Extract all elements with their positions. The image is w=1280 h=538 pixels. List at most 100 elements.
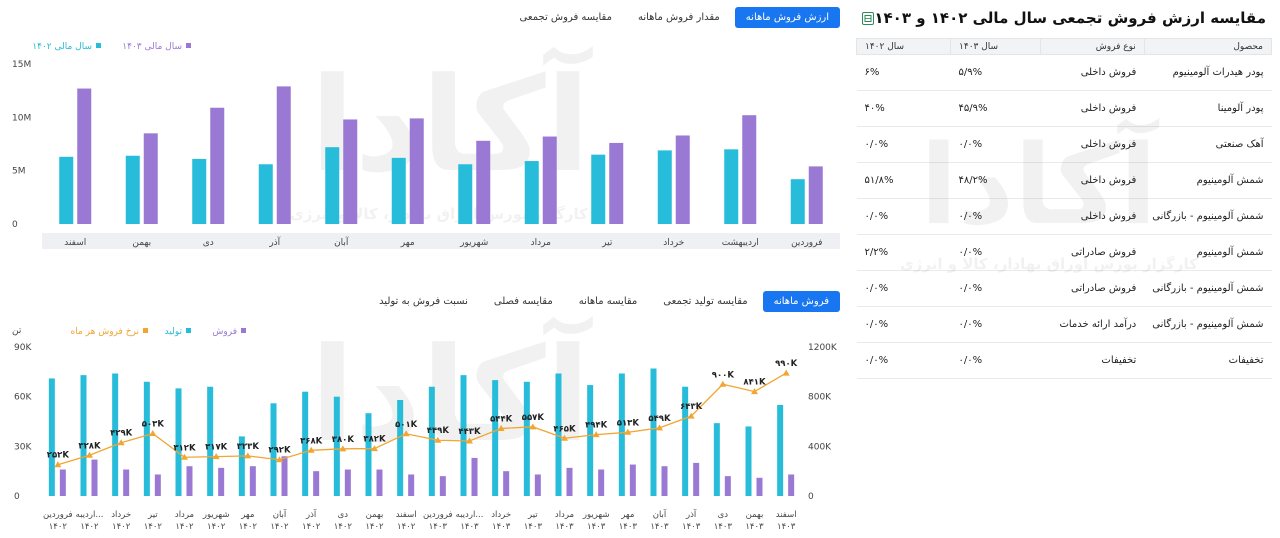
table-cell: فروش صادراتی [1040,234,1145,271]
sales-bar-0 [59,469,66,496]
table-cell: ۴۰% [856,90,951,127]
rate-point-20 [687,412,695,419]
x-tick-label: مهر [620,510,634,520]
rate-label-17: ۴۹۴K [585,421,608,431]
legend-label: نرخ فروش هر ماه [71,327,139,337]
legend-label: سال مالی ۱۴۰۲ [32,42,92,52]
bottom-tab-2[interactable]: مقایسه ماهانه [578,296,638,307]
sales-bar-19 [661,466,668,496]
x-tick-label: شهریور [582,510,610,520]
production-bar-19 [650,368,657,496]
x-tick-label: بهمن [132,238,151,248]
rate-label-0: ۲۵۲K [47,451,70,461]
bar-1402-11 [59,156,74,224]
table-cell: ۰/۰% [950,234,1041,271]
rate-point-14 [497,424,505,431]
rate-label-2: ۴۲۹K [110,429,133,439]
x-tick-label: فروردین [791,238,822,248]
rate-point-17 [592,431,600,438]
bar-1403-6 [409,118,424,224]
x-tick-label: آبان [273,508,287,520]
production-bar-13 [460,375,467,496]
rate-label-8: ۳۶۸K [300,436,323,446]
x-tick-label: بهمن [366,510,384,520]
rate-point-8 [307,446,315,453]
table-cell: ۶% [856,54,951,91]
sales-bar-14 [503,471,510,496]
table-row: شمش آلومینیوم - بازرگانی درآمد ارائه خدما… [856,306,1272,343]
x-tick-label: آبان [653,508,667,520]
table-cell: ۵/۹% [950,54,1041,91]
rate-point-15 [529,423,537,430]
top-tab-0[interactable]: ارزش فروش ماهانه [734,7,840,28]
sales-bar-16 [566,467,573,496]
bar-1403-0 [808,166,823,224]
x-tick-label: مهر [400,238,415,248]
x-tick-label: تیر [147,510,158,520]
bar-1402-9 [192,158,207,224]
production-bar-16 [555,373,562,496]
table-cell: آهک صنعتی [1144,126,1272,163]
rate-point-21 [719,380,727,387]
x-tick-label: مهر [240,510,254,520]
table-cell: ۰/۰% [856,342,951,379]
rate-point-11 [402,430,410,437]
x-tick-year: ۱۴۰۳ [492,522,511,532]
rate-label-21: ۹۰۰K [712,370,735,380]
x-tick-year: ۱۴۰۳ [777,522,796,532]
x-tick-label: تیر [601,238,613,248]
x-tick-label: تیر [527,510,538,520]
bar-1403-5 [476,140,491,224]
x-tick-year: ۱۴۰۲ [144,522,163,532]
table-cell: شمش آلومینیوم - بازرگانی [1144,198,1272,235]
bottom-tab-0[interactable]: فروش ماهانه [762,291,840,312]
production-bar-4 [175,388,182,496]
rate-label-12: ۴۴۹K [427,426,450,436]
table-cell: ۰/۰% [950,126,1041,163]
x-axis-band [42,233,840,249]
table-cell: ۲/۲% [856,234,951,271]
rate-point-13 [466,437,473,444]
monthly-sales-value-chart: سال مالی ۱۴۰۳ سال مالی ۱۴۰۲ 0 5M 10M 15M فرورد… [12,42,840,249]
y-tick-label: 0 [12,220,18,230]
rate-point-19 [656,424,663,431]
y-tick-label: 10M [12,113,31,123]
bar-1402-3 [591,154,606,224]
y-right-tick-label: 0 [808,492,814,502]
y-left-tick-label: 60K [14,393,32,403]
table-cell: فروش صادراتی [1040,270,1145,307]
rate-label-3: ۵۰۳K [142,420,165,430]
top-tab-2[interactable]: مقایسه فروش تجمعی [519,12,612,23]
x-tick-label: اسفند [64,238,86,248]
sales-bar-13 [471,457,478,496]
y-right-tick-label: 400K [808,442,832,452]
table-row: تخفیفات تخفیفات ۰/۰% ۰/۰% [856,342,1272,379]
bottom-tab-4[interactable]: نسبت فروش به تولید [379,296,468,307]
rate-label-4: ۳۱۲K [173,443,196,453]
x-tick-year: ۱۴۰۲ [334,522,353,532]
bottom-tab-3[interactable]: مقایسه فصلی [493,296,553,307]
rate-label-13: ۴۴۳K [458,427,481,437]
x-tick-label: دی [203,238,214,248]
sales-bar-2 [123,469,130,496]
bar-1402-6 [391,157,406,224]
y-left-tick-label: 90K [14,343,32,353]
x-tick-label: شهریور [202,510,230,520]
table-cell: فروش داخلی [1040,126,1145,163]
rate-label-22: ۸۴۱K [743,378,766,388]
bottom-tab-1[interactable]: مقایسه تولید تجمعی [663,296,748,307]
x-tick-label: اسفند [396,510,417,520]
x-tick-label: مرداد [175,510,194,520]
rate-label-23: ۹۹۰K [775,359,798,369]
table-cell: شمش آلومینیوم [1144,162,1272,199]
top-tab-1[interactable]: مقدار فروش ماهانه [637,12,720,23]
excel-icon[interactable] [862,12,874,25]
rate-label-1: ۳۲۸K [78,441,101,451]
bar-1403-3 [609,142,624,224]
rate-point-9 [339,445,347,452]
table-cell: فروش داخلی [1040,54,1145,91]
x-tick-year: ۱۴۰۲ [175,522,194,532]
legend-swatch [241,328,246,333]
table-cell: پودر آلومینا [1144,90,1272,127]
table-cell: ۰/۰% [950,198,1041,235]
